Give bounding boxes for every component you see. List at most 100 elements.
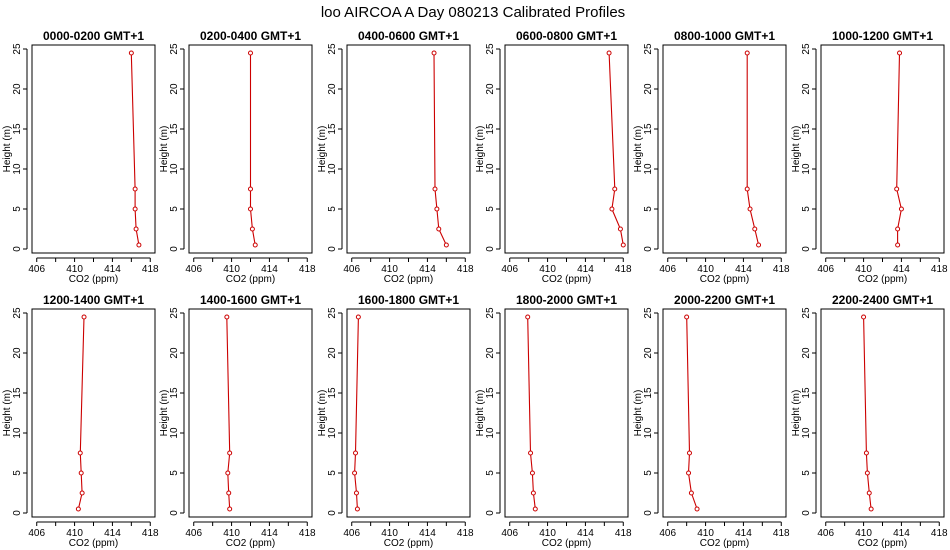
data-point — [532, 506, 538, 512]
data-point — [225, 470, 231, 476]
y-axis-label: Height (m) — [159, 390, 170, 437]
data-point — [136, 242, 142, 248]
data-point — [224, 314, 230, 320]
data-point — [353, 490, 359, 496]
plot-frame — [662, 44, 787, 254]
y-tick-label: 0 — [12, 246, 23, 252]
y-tick-label: 15 — [169, 387, 180, 399]
data-point — [443, 242, 449, 248]
data-point — [609, 206, 615, 212]
panel-title: 2000-2200 GMT+1 — [674, 293, 775, 307]
x-tick-label: 414 — [577, 528, 594, 539]
y-tick-label: 15 — [485, 123, 496, 135]
x-tick-label: 410 — [855, 264, 872, 275]
data-point — [248, 206, 253, 212]
y-tick-label: 20 — [801, 83, 812, 95]
data-point — [688, 490, 694, 496]
y-tick-label: 20 — [643, 347, 654, 359]
y-tick-label: 10 — [801, 427, 812, 439]
y-tick-label: 25 — [12, 43, 23, 55]
data-point — [132, 206, 138, 212]
y-tick-label: 5 — [485, 470, 496, 476]
y-tick-label: 25 — [12, 307, 23, 319]
plot-frame — [31, 44, 156, 254]
y-tick-label: 15 — [643, 123, 654, 135]
plot-frame — [820, 44, 945, 254]
x-tick-label: 406 — [659, 264, 676, 275]
profile-line — [226, 316, 231, 510]
y-tick-label: 25 — [643, 307, 654, 319]
y-tick-label: 0 — [801, 510, 812, 516]
y-tick-label: 5 — [327, 206, 338, 212]
panel-5: 0800-1000 GMT+1 406 410 414 418 CO2 (ppm) 0 5 10… — [633, 29, 790, 285]
y-tick-label: 0 — [485, 246, 496, 252]
x-tick-label: 414 — [261, 264, 278, 275]
profile-line — [896, 52, 902, 245]
x-tick-label: 410 — [697, 528, 714, 539]
data-point — [863, 450, 869, 456]
panel-title: 1400-1600 GMT+1 — [200, 293, 301, 307]
panel-11: 2000-2200 GMT+1 406 410 414 418 CO2 (ppm) 0 5 10… — [633, 293, 790, 549]
panel-4: 0600-0800 GMT+1 406 410 414 418 CO2 (ppm) 0 5 10… — [475, 29, 632, 285]
data-point — [684, 314, 690, 320]
y-tick-label: 25 — [801, 43, 812, 55]
x-tick-label: 406 — [28, 264, 45, 275]
y-tick-label: 5 — [12, 470, 23, 476]
y-tick-label: 15 — [169, 123, 180, 135]
plot-frame — [662, 308, 787, 518]
data-point — [530, 490, 536, 496]
y-tick-label: 20 — [12, 83, 23, 95]
y-tick-label: 0 — [169, 246, 180, 252]
profile-line — [746, 53, 760, 246]
x-tick-label: 418 — [457, 264, 474, 275]
x-tick-label: 406 — [185, 264, 202, 275]
y-tick-label: 10 — [12, 427, 23, 439]
panel-9: 1600-1800 GMT+1 406 410 414 418 CO2 (ppm) 0 5 10… — [317, 293, 474, 549]
y-tick-label: 15 — [485, 387, 496, 399]
x-tick-label: 414 — [261, 528, 278, 539]
y-tick-label: 25 — [485, 307, 496, 319]
data-point — [861, 314, 867, 320]
y-tick-label: 20 — [485, 347, 496, 359]
plot-frame — [31, 308, 156, 518]
y-tick-label: 0 — [643, 510, 654, 516]
x-axis-label: CO2 (ppm) — [542, 274, 591, 285]
panel-title: 0000-0200 GMT+1 — [43, 29, 144, 43]
x-tick-label: 410 — [855, 528, 872, 539]
x-tick-label: 414 — [735, 528, 752, 539]
data-point — [895, 226, 901, 232]
x-axis-label: CO2 (ppm) — [69, 538, 118, 549]
y-tick-label: 5 — [643, 470, 654, 476]
panel-7: 1200-1400 GMT+1 406 410 414 418 CO2 (ppm) 0 5 10… — [2, 293, 159, 549]
y-axis-label: Height (m) — [791, 390, 802, 437]
plot-frame — [188, 308, 313, 518]
y-tick-label: 0 — [327, 510, 338, 516]
plot-frame — [504, 308, 629, 518]
x-tick-label: 406 — [185, 528, 202, 539]
data-point — [529, 470, 535, 476]
x-tick-label: 414 — [577, 264, 594, 275]
data-point — [353, 450, 359, 456]
x-axis-label: CO2 (ppm) — [384, 274, 433, 285]
data-point — [132, 186, 138, 192]
y-axis-label: Height (m) — [791, 126, 802, 173]
y-tick-label: 10 — [643, 427, 654, 439]
y-tick-label: 0 — [643, 246, 654, 252]
x-tick-label: 418 — [773, 528, 790, 539]
panels-grid: 0000-0200 GMT+1 406 410 414 418 CO2 (ppm) 0 5 10… — [2, 29, 948, 549]
data-point — [525, 314, 531, 320]
y-tick-label: 5 — [801, 470, 812, 476]
profile-line — [354, 316, 359, 510]
y-tick-label: 5 — [169, 206, 180, 212]
y-axis-label: Height (m) — [475, 126, 486, 173]
y-axis-label: Height (m) — [159, 126, 170, 173]
data-point — [431, 50, 437, 56]
y-tick-label: 5 — [643, 206, 654, 212]
data-point — [752, 226, 758, 232]
y-tick-label: 15 — [801, 387, 812, 399]
y-tick-label: 10 — [485, 427, 496, 439]
panel-title: 0600-0800 GMT+1 — [516, 29, 617, 43]
y-tick-label: 20 — [169, 347, 180, 359]
data-point — [694, 506, 700, 512]
